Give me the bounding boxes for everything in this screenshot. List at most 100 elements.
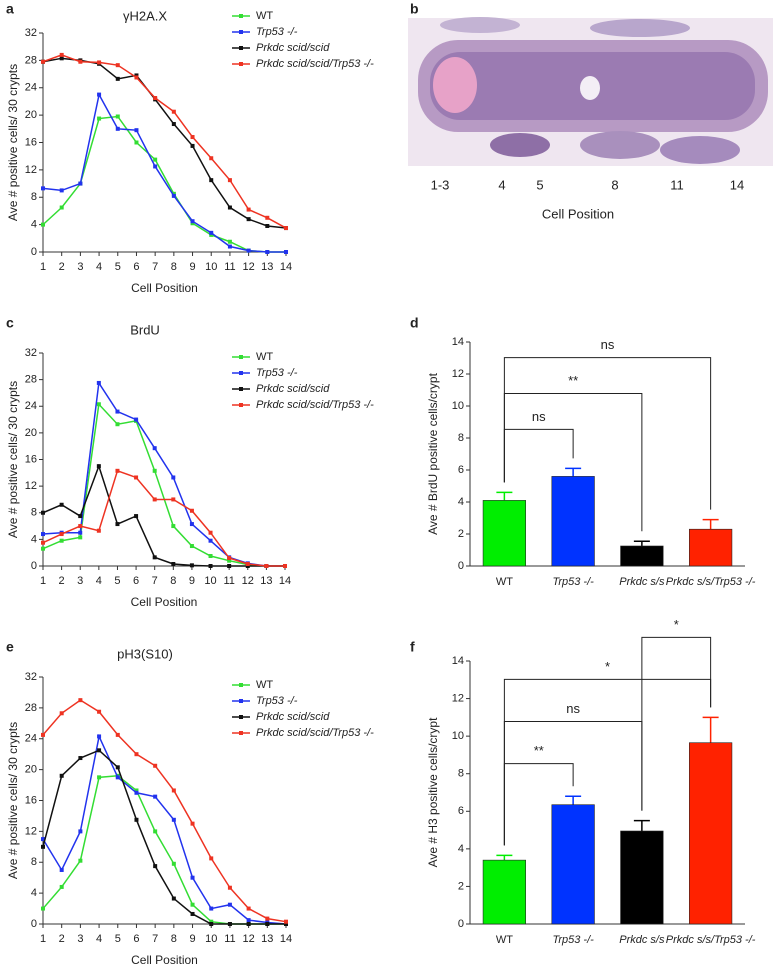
significance-label: ns bbox=[532, 409, 546, 424]
point bbox=[153, 157, 158, 162]
point bbox=[283, 564, 287, 568]
point bbox=[59, 188, 64, 193]
x-tick-label: 7 bbox=[152, 261, 158, 273]
legend-marker bbox=[239, 14, 243, 18]
point bbox=[171, 191, 176, 196]
point bbox=[208, 554, 213, 559]
point bbox=[245, 562, 250, 567]
legend-label: WT bbox=[256, 10, 273, 22]
point bbox=[265, 916, 270, 921]
x-tick-label: 10 bbox=[205, 261, 217, 273]
point bbox=[265, 215, 270, 220]
x-tick-label: 1 bbox=[40, 933, 46, 945]
x-tick-label: 4 bbox=[96, 933, 102, 945]
point bbox=[97, 60, 102, 65]
image-axis-label: Cell Position bbox=[542, 206, 614, 221]
legend-marker bbox=[239, 683, 243, 687]
point bbox=[209, 232, 214, 237]
point bbox=[41, 510, 45, 515]
x-tick-label: Prkdc s/s/Trp53 -/- bbox=[666, 934, 756, 946]
position-label: 1-3 bbox=[431, 177, 450, 192]
point bbox=[59, 52, 64, 57]
point bbox=[78, 858, 83, 863]
x-tick-label: Prkdc s/s bbox=[619, 576, 665, 588]
point bbox=[78, 829, 83, 834]
point bbox=[171, 475, 176, 480]
point bbox=[208, 564, 213, 568]
x-tick-label: 3 bbox=[77, 261, 83, 273]
significance-label: * bbox=[605, 659, 610, 674]
y-tick-label: 24 bbox=[25, 733, 37, 745]
point bbox=[115, 114, 120, 119]
legend-label: WT bbox=[256, 679, 273, 691]
significance-bracket bbox=[503, 357, 712, 510]
point bbox=[284, 922, 288, 926]
point bbox=[265, 250, 270, 254]
series-line bbox=[42, 54, 287, 229]
y-tick-label: 2 bbox=[458, 880, 464, 892]
point bbox=[227, 902, 232, 907]
legend-label: Prkdc scid/scid/Trp53 -/- bbox=[256, 58, 374, 70]
x-tick-label: Trp53 -/- bbox=[552, 934, 594, 946]
x-tick-label: 12 bbox=[242, 575, 254, 587]
bar bbox=[689, 742, 733, 925]
chart-title: BrdU bbox=[130, 322, 160, 337]
point bbox=[246, 207, 251, 212]
x-tick-label: 13 bbox=[260, 575, 272, 587]
point bbox=[134, 514, 139, 519]
point bbox=[190, 875, 195, 880]
legend-label: Prkdc scid/scid/Trp53 -/- bbox=[256, 727, 374, 739]
point bbox=[246, 918, 251, 923]
y-tick-label: 28 bbox=[25, 702, 37, 714]
y-tick-label: 10 bbox=[452, 730, 464, 742]
point bbox=[227, 556, 232, 561]
significance-label: ** bbox=[568, 373, 578, 388]
point bbox=[171, 817, 176, 822]
x-tick-label: 6 bbox=[133, 575, 139, 587]
series-line bbox=[42, 92, 286, 253]
y-tick-label: 4 bbox=[31, 887, 37, 899]
point bbox=[115, 775, 120, 780]
point bbox=[152, 468, 157, 473]
point bbox=[171, 788, 176, 793]
legend-marker bbox=[239, 371, 243, 375]
point bbox=[41, 186, 45, 191]
legend-marker bbox=[239, 62, 243, 66]
significance-bracket bbox=[641, 636, 712, 811]
y-tick-label: 10 bbox=[452, 400, 464, 412]
y-axis-label: Ave # positive cells/ 30 crypts bbox=[6, 64, 20, 221]
y-tick-label: 16 bbox=[25, 453, 37, 465]
point bbox=[171, 109, 176, 114]
y-tick-label: 0 bbox=[31, 246, 37, 258]
point bbox=[152, 555, 157, 560]
legend-label: Trp53 -/- bbox=[256, 367, 298, 379]
position-label: 8 bbox=[611, 177, 618, 192]
point bbox=[190, 902, 195, 907]
point bbox=[59, 773, 64, 778]
point bbox=[115, 409, 120, 414]
y-tick-label: 20 bbox=[25, 109, 37, 121]
chart-title: γH2A.X bbox=[123, 8, 167, 23]
point bbox=[209, 919, 214, 924]
y-tick-label: 0 bbox=[31, 918, 37, 930]
panel-label: a bbox=[6, 1, 14, 17]
point bbox=[171, 562, 176, 567]
point bbox=[96, 402, 101, 407]
x-tick-label: 14 bbox=[280, 933, 292, 945]
point bbox=[208, 530, 213, 535]
x-tick-label: 2 bbox=[59, 933, 65, 945]
point bbox=[153, 864, 158, 869]
point bbox=[171, 524, 176, 529]
legend-marker bbox=[239, 30, 243, 34]
x-tick-label: 2 bbox=[59, 261, 65, 273]
panel-label: d bbox=[410, 315, 419, 331]
x-tick-label: 9 bbox=[189, 933, 195, 945]
point bbox=[134, 790, 139, 795]
point bbox=[189, 522, 194, 527]
histology-image bbox=[408, 17, 773, 166]
legend-marker bbox=[239, 387, 243, 391]
point bbox=[134, 817, 139, 822]
panel-label: f bbox=[410, 639, 415, 655]
point bbox=[41, 540, 45, 545]
x-tick-label: 8 bbox=[171, 933, 177, 945]
